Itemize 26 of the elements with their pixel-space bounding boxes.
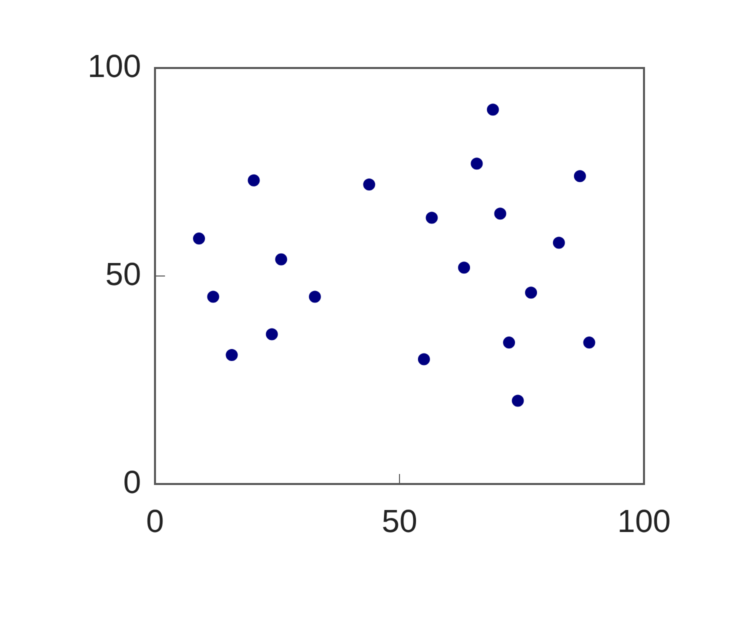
x-tick-label: 0 (146, 503, 164, 540)
point (363, 178, 376, 190)
point (193, 232, 206, 245)
point (503, 336, 516, 349)
point (426, 212, 438, 224)
point (494, 208, 506, 220)
point (275, 253, 288, 266)
point (248, 174, 260, 186)
y-tick-label: 50 (105, 256, 141, 292)
x-tick-label: 100 (617, 503, 671, 540)
point (486, 104, 499, 116)
x-tick-label: 50 (382, 503, 418, 540)
y-tick-label: 100 (88, 48, 141, 84)
point (583, 336, 596, 349)
point (574, 170, 586, 182)
point (512, 394, 524, 407)
y-tick-label: 0 (123, 464, 141, 500)
point (470, 158, 483, 170)
point (458, 262, 470, 274)
point (266, 328, 278, 340)
point (226, 349, 238, 362)
point (552, 236, 565, 249)
point (525, 286, 538, 299)
point (207, 290, 220, 303)
point (418, 353, 430, 366)
point (308, 290, 321, 303)
